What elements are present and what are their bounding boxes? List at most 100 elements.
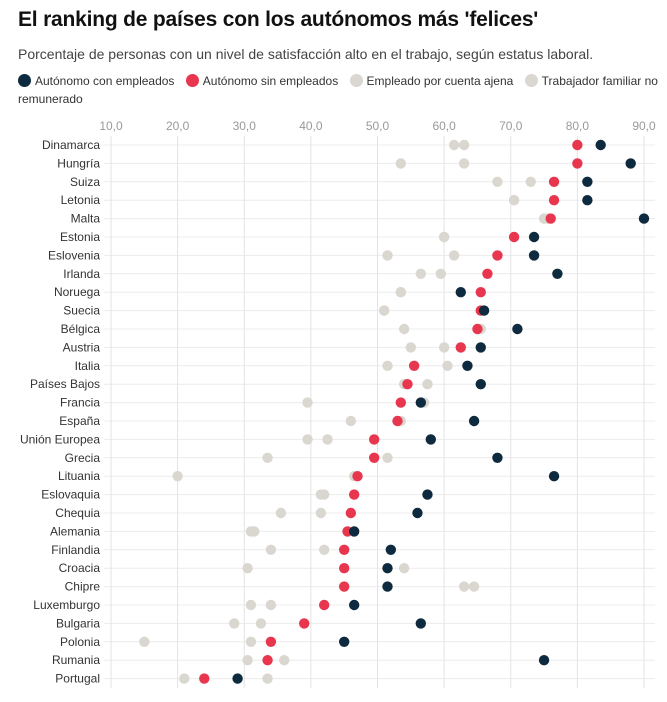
legend-item-sin-empleados[interactable]: Autónomo sin empleados xyxy=(185,74,342,88)
data-point xyxy=(382,581,393,592)
data-point xyxy=(322,434,333,445)
data-point xyxy=(382,250,393,261)
data-point xyxy=(508,231,520,243)
legend-swatch xyxy=(185,74,199,87)
data-point xyxy=(229,618,240,629)
data-point xyxy=(232,673,243,684)
data-point xyxy=(242,655,253,666)
category-label: Suiza xyxy=(70,175,100,189)
data-point xyxy=(528,250,540,261)
data-point xyxy=(512,323,523,335)
data-point xyxy=(582,176,593,187)
data-point xyxy=(179,673,190,684)
data-point xyxy=(319,599,330,611)
data-point xyxy=(468,581,480,592)
category-label: Eslovenia xyxy=(48,248,100,262)
category-label: España xyxy=(59,414,100,428)
data-point xyxy=(245,599,257,611)
x-tick-label: 50,0 xyxy=(366,119,390,133)
data-point xyxy=(245,636,257,647)
category-label: Dinamarca xyxy=(42,138,100,152)
category-label: Alemania xyxy=(50,524,100,538)
category-label: Estonia xyxy=(60,230,100,244)
data-point xyxy=(265,544,277,555)
data-point xyxy=(528,231,540,243)
data-point xyxy=(422,379,433,390)
legend-item-con-empleados[interactable]: Autónomo con empleados xyxy=(18,74,178,88)
data-point xyxy=(448,250,460,261)
category-label: Países Bajos xyxy=(30,377,100,391)
data-point xyxy=(348,599,360,611)
data-point xyxy=(408,360,420,371)
data-point xyxy=(172,471,183,482)
legend-item-familiar[interactable]: Trabajador familiar no remunerado xyxy=(18,74,658,106)
data-point xyxy=(395,287,407,298)
data-point xyxy=(348,489,360,500)
data-point xyxy=(548,471,560,482)
data-point xyxy=(438,231,450,243)
data-point xyxy=(262,452,273,463)
x-tick-label: 70,0 xyxy=(499,119,523,133)
data-point xyxy=(262,673,273,684)
data-point xyxy=(275,507,287,519)
data-point xyxy=(492,176,503,187)
data-point xyxy=(415,397,427,408)
data-point xyxy=(525,176,536,187)
data-point xyxy=(345,415,357,427)
x-tick-label: 60,0 xyxy=(432,119,456,133)
legend-label: Trabajador familiar no remunerado xyxy=(18,74,658,106)
data-point xyxy=(572,139,583,151)
category-label: Hungría xyxy=(57,156,100,170)
category-label: Chipre xyxy=(65,580,101,594)
chart-title: El ranking de países con los autónomos m… xyxy=(18,8,539,31)
data-point xyxy=(338,544,350,555)
legend-swatch xyxy=(349,74,363,87)
data-point xyxy=(455,287,466,298)
category-label: Croacia xyxy=(59,561,101,575)
category-label: Noruega xyxy=(54,285,100,299)
data-point xyxy=(468,415,480,427)
data-point xyxy=(395,397,407,408)
data-point xyxy=(139,636,150,647)
data-point xyxy=(382,563,393,574)
data-point xyxy=(265,599,277,611)
data-point xyxy=(262,655,273,666)
data-point xyxy=(638,213,650,224)
data-point xyxy=(392,415,403,427)
category-label: Unión Europea xyxy=(20,432,100,446)
data-point xyxy=(382,452,393,463)
legend-item-cuenta-ajena[interactable]: Empleado por cuenta ajena xyxy=(349,74,517,88)
data-point xyxy=(242,563,253,574)
x-tick-label: 10,0 xyxy=(99,119,123,133)
data-point xyxy=(475,287,486,298)
data-point xyxy=(448,139,460,151)
legend: Autónomo con empleados Autónomo sin empl… xyxy=(18,72,663,108)
data-point xyxy=(302,397,313,408)
category-label: Eslovaquia xyxy=(41,488,100,502)
category-label: Italia xyxy=(75,359,101,373)
data-point xyxy=(398,323,410,335)
data-point xyxy=(412,507,423,519)
legend-label: Autónomo con empleados xyxy=(35,74,175,88)
data-point xyxy=(475,342,486,353)
category-label: Portugal xyxy=(55,672,100,686)
legend-label: Autónomo sin empleados xyxy=(202,74,339,88)
category-label: Austria xyxy=(63,340,101,354)
data-point xyxy=(405,342,417,353)
data-point xyxy=(338,581,350,592)
data-point xyxy=(245,526,257,537)
data-point xyxy=(279,655,290,666)
data-point xyxy=(475,379,486,390)
data-point xyxy=(458,139,470,151)
data-point xyxy=(462,360,473,371)
data-point xyxy=(482,268,493,279)
chart-subtitle: Porcentaje de personas con un nivel de s… xyxy=(18,46,594,62)
data-point xyxy=(582,195,593,206)
data-point xyxy=(472,323,483,335)
data-point xyxy=(415,268,427,279)
legend-swatch xyxy=(18,74,31,87)
category-label: Irlanda xyxy=(63,267,100,281)
data-point xyxy=(338,563,350,574)
category-label: Bélgica xyxy=(61,322,101,336)
